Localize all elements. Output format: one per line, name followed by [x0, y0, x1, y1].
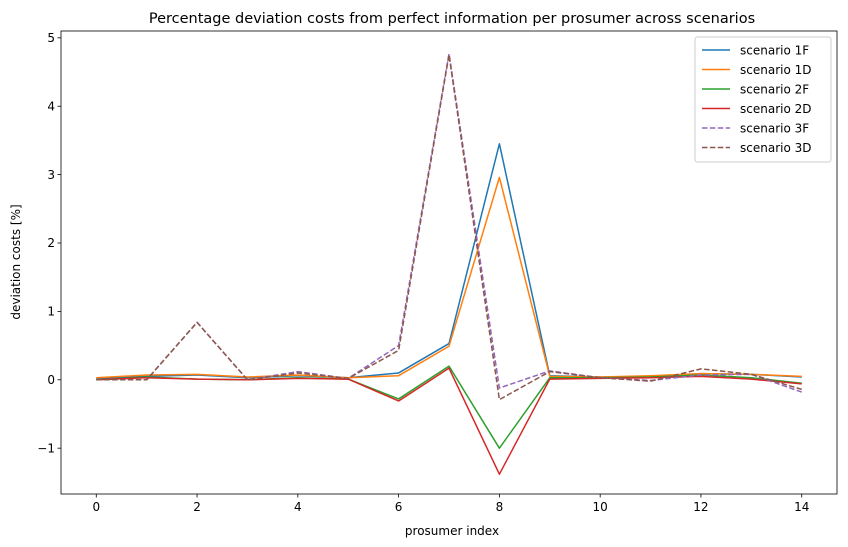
- legend-label: scenario 1F: [740, 43, 809, 57]
- legend-label: scenario 2F: [740, 82, 809, 96]
- x-tick-label: 2: [193, 500, 201, 514]
- legend-label: scenario 1D: [740, 63, 812, 77]
- y-tick-label: 3: [47, 168, 55, 182]
- legend-label: scenario 2D: [740, 102, 812, 116]
- y-tick-label: 2: [47, 236, 55, 250]
- x-tick-label: 12: [693, 500, 708, 514]
- legend-label: scenario 3D: [740, 141, 812, 155]
- chart-title: Percentage deviation costs from perfect …: [149, 11, 755, 27]
- y-tick-label: 5: [47, 31, 55, 45]
- x-tick-label: 6: [395, 500, 403, 514]
- y-tick-label: −1: [37, 441, 55, 455]
- series-line-scenario-2d: [96, 367, 802, 475]
- y-tick-label: 0: [47, 373, 55, 387]
- y-tick-label: 1: [47, 305, 55, 319]
- legend: scenario 1F scenario 1D scenario 2F scenari…: [694, 36, 832, 163]
- series-line-scenario-1d: [96, 176, 802, 379]
- series-line-scenario-3d: [96, 54, 802, 401]
- y-axis-label: deviation costs [%]: [9, 204, 23, 319]
- x-axis-label: prosumer index: [405, 524, 499, 538]
- axes-frame: [60, 30, 838, 495]
- series-line-scenario-1f: [96, 143, 802, 380]
- x-tick-label: 8: [496, 500, 504, 514]
- x-tick-label: 10: [593, 500, 608, 514]
- x-tick-label: 4: [294, 500, 302, 514]
- legend-label: scenario 3F: [740, 121, 809, 135]
- x-tick-label: 0: [92, 500, 100, 514]
- legend-box: [694, 36, 832, 163]
- x-tick-label: 14: [794, 500, 809, 514]
- y-tick-label: 4: [47, 99, 55, 113]
